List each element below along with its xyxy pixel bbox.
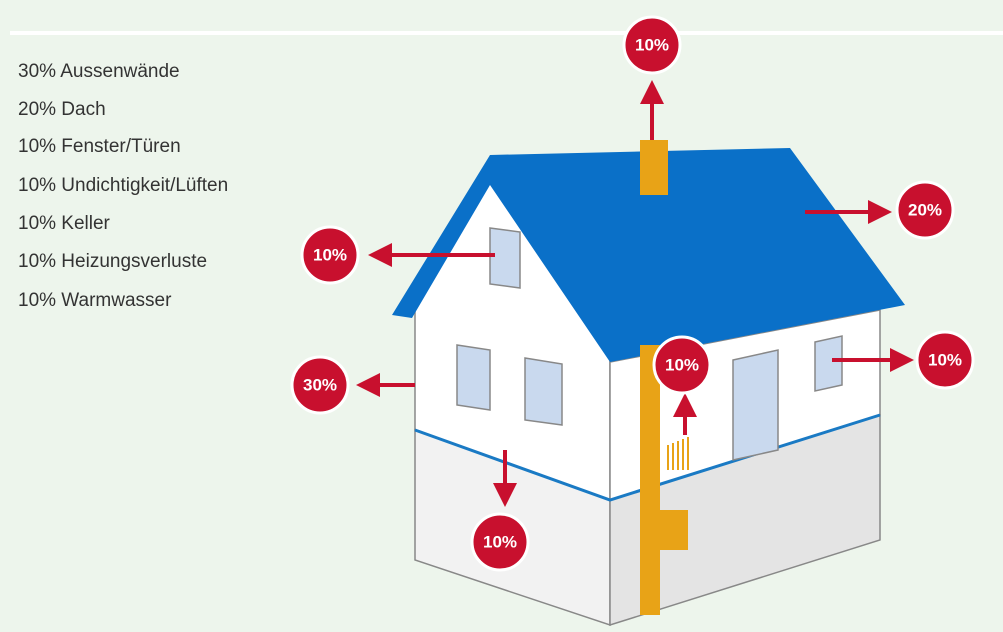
badges: 10% 20% 10% 30% 10% 10% 10%: [290, 15, 975, 572]
boiler: [660, 510, 688, 550]
window: [456, 344, 491, 411]
legend-item: 10% Warmwasser: [18, 290, 172, 311]
legend-item: 10% Heizungsverluste: [18, 251, 207, 272]
legend-item: 10% Fenster/Türen: [18, 136, 181, 157]
badge: [915, 330, 975, 390]
legend-item: 30% Aussenwände: [18, 61, 180, 82]
window: [814, 335, 843, 392]
chimney: [640, 140, 668, 195]
window: [524, 357, 563, 426]
badge: [895, 180, 955, 240]
badge-label: 30%: [303, 375, 337, 394]
badge-label: 10%: [483, 532, 517, 551]
legend-item: 20% Dach: [18, 99, 106, 120]
legend: 30% Aussenwände 20% Dach 10% Fenster/Türen…: [18, 61, 228, 311]
badge-label: 20%: [908, 200, 942, 219]
flue: [640, 345, 660, 615]
badge: [622, 15, 682, 75]
roof: [392, 148, 905, 362]
legend-item: 10% Keller: [18, 213, 111, 234]
legend-item: 10% Undichtigkeit/Lüften: [18, 175, 228, 196]
badge: [470, 512, 530, 572]
badge: [300, 225, 360, 285]
badge: [290, 355, 350, 415]
base-line: [414, 413, 881, 502]
badge: [652, 335, 712, 395]
arrows: [356, 80, 914, 507]
window: [489, 227, 521, 289]
badge-label: 10%: [665, 355, 699, 374]
badge-label: 10%: [928, 350, 962, 369]
door: [732, 349, 779, 461]
badge-label: 10%: [313, 245, 347, 264]
badge-label: 10%: [635, 35, 669, 54]
